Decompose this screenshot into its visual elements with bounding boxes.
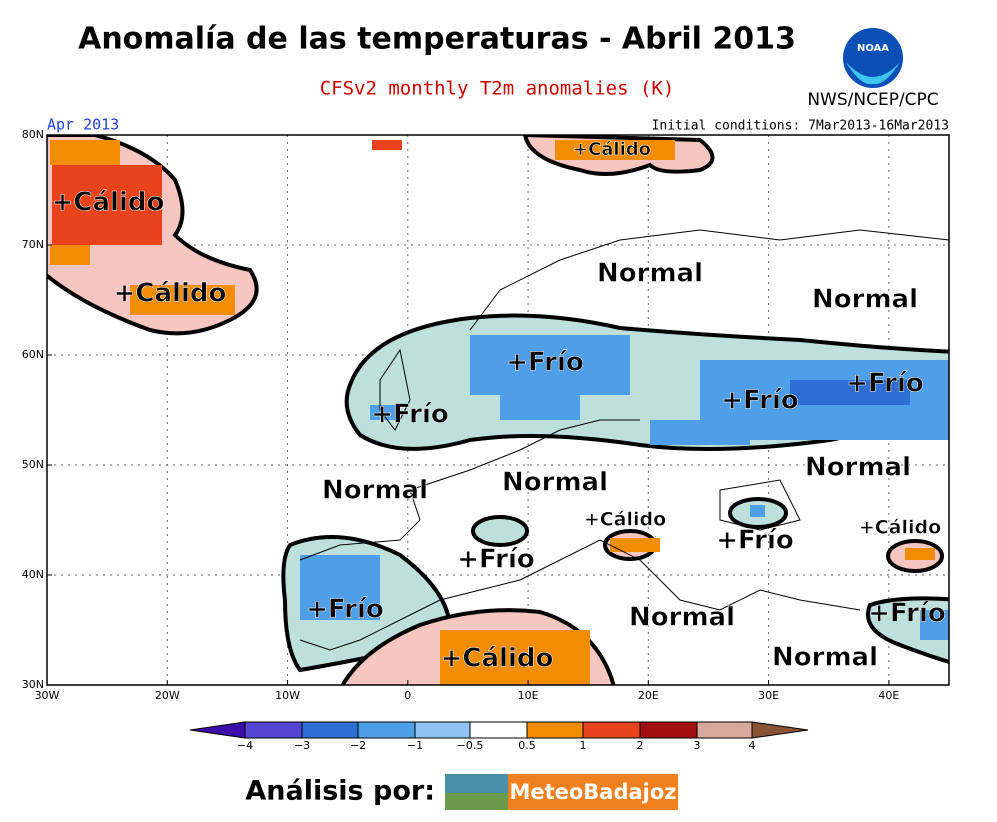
brand-image-ground xyxy=(445,793,508,810)
cell xyxy=(905,548,935,560)
subtitle: CFSv2 monthly T2m anomalies (K) xyxy=(320,78,675,100)
lat-label: 60N xyxy=(22,348,44,361)
lat-label: 80N xyxy=(22,128,44,141)
region-label: +Cálido xyxy=(114,279,227,309)
cell xyxy=(440,630,590,685)
cell xyxy=(500,395,580,420)
cell xyxy=(50,140,120,165)
lon-label: 30W xyxy=(35,689,60,702)
brand-name: MeteoBadajoz xyxy=(509,780,676,804)
colorbar-label: −4 xyxy=(237,739,253,752)
colorbar-label: −2 xyxy=(350,739,366,752)
colorbar-label: −1 xyxy=(407,739,423,752)
region-label: +Cálido xyxy=(584,509,666,531)
cell xyxy=(470,335,630,395)
lon-label: 20W xyxy=(155,689,180,702)
cell xyxy=(920,610,949,640)
coast xyxy=(299,539,861,651)
colorbar-label: 1 xyxy=(580,739,587,752)
cell xyxy=(300,555,380,620)
lon-label: 30E xyxy=(758,689,779,702)
lat-label: 40N xyxy=(22,568,44,581)
anomaly-cells xyxy=(52,140,402,245)
anomaly-cells xyxy=(50,140,935,685)
cell xyxy=(52,165,162,245)
lat-label: 70N xyxy=(22,238,44,251)
brand-box xyxy=(508,774,678,810)
lon-label: 10E xyxy=(518,689,539,702)
cell xyxy=(750,505,765,517)
region-label: Normal xyxy=(322,476,428,506)
region-label: +Frío xyxy=(457,545,534,575)
colorbar-box xyxy=(469,721,528,739)
region-label: +Frío xyxy=(846,369,923,399)
lon-label: 10W xyxy=(275,689,300,702)
region-label: +Cálido xyxy=(859,517,941,539)
region-label: +Cálido xyxy=(441,644,554,674)
cell xyxy=(610,538,660,552)
coast xyxy=(469,229,949,331)
colorbar-box xyxy=(696,721,753,739)
coast xyxy=(379,348,411,431)
lat-label: 30N xyxy=(22,678,44,691)
logo-wave xyxy=(846,62,900,85)
logo-text: NOAA xyxy=(857,43,889,54)
lon-label: 20E xyxy=(638,689,659,702)
colorbar-label: −0.5 xyxy=(457,739,484,752)
colorbar-label: 4 xyxy=(749,739,756,752)
cell xyxy=(372,140,402,150)
map-area: +Cálido +Cálido +Cálido Normal Normal +Frío +F… xyxy=(47,135,949,685)
footer-label: Análisis por: xyxy=(245,776,435,807)
initial-conditions: Initial conditions: 7Mar2013-16Mar2013 xyxy=(652,119,949,134)
colorbar-box xyxy=(414,721,471,739)
colorbar-label: 2 xyxy=(637,739,644,752)
cell xyxy=(50,245,90,265)
region-label: +Frío xyxy=(716,526,793,556)
colorbar-end xyxy=(189,721,246,739)
colorbar-label: 3 xyxy=(694,739,701,752)
agency: NWS/NCEP/CPC xyxy=(807,90,938,110)
region-label: Normal xyxy=(772,643,878,673)
cold-region xyxy=(471,515,529,547)
lon-label: 40E xyxy=(878,689,899,702)
cell xyxy=(370,405,395,420)
colorbar-box xyxy=(639,721,698,739)
noaa-logo: NOAA xyxy=(843,28,903,88)
map-frame xyxy=(46,134,950,686)
cell xyxy=(130,285,235,315)
region-label: Normal xyxy=(805,453,911,483)
coastlines xyxy=(299,229,949,651)
colorbar-box xyxy=(244,721,303,739)
region-label: +Frío xyxy=(371,400,448,430)
region-label: Normal xyxy=(629,603,735,633)
region-label: Normal xyxy=(502,468,608,498)
colorbar-label: 0.5 xyxy=(518,739,536,752)
lat-label: 50N xyxy=(22,458,44,471)
region-label: +Frío xyxy=(721,386,798,416)
region-label: +Cálido xyxy=(573,139,651,160)
colorbar-box xyxy=(357,721,416,739)
colorbar-box xyxy=(582,721,641,739)
colorbar-box xyxy=(526,721,584,739)
title: Anomalía de las temperaturas - Abril 201… xyxy=(78,22,796,57)
region-label: +Cálido xyxy=(52,188,165,218)
cell xyxy=(555,140,675,160)
coast xyxy=(299,419,640,561)
colorbar-end xyxy=(751,721,809,739)
colorbar-box xyxy=(301,721,359,739)
region-label: Normal xyxy=(597,259,703,289)
region-label: Normal xyxy=(812,285,918,315)
month-label: Apr 2013 xyxy=(47,116,119,134)
lon-label: 0 xyxy=(404,689,411,702)
coast xyxy=(719,479,801,531)
cell xyxy=(790,380,910,405)
region-label: +Frío xyxy=(306,595,383,625)
colorbar-label: −3 xyxy=(294,739,310,752)
region-label: +Frío xyxy=(506,348,583,378)
region-label: +Frío xyxy=(868,599,945,629)
